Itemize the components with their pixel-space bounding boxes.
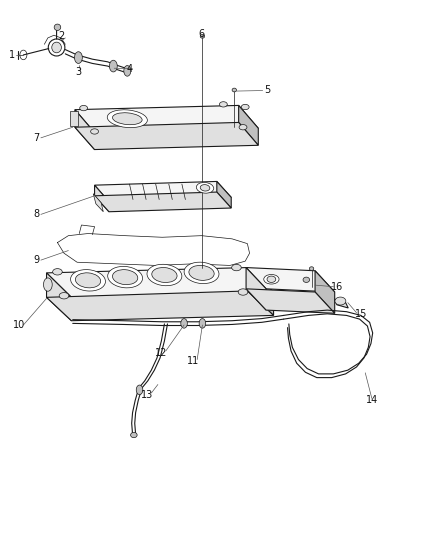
Text: 8: 8 [33,209,39,220]
Text: 11: 11 [187,356,199,366]
Ellipse shape [219,102,227,107]
Ellipse shape [189,265,214,280]
Polygon shape [217,181,231,208]
Polygon shape [95,181,231,201]
Text: 16: 16 [331,282,343,292]
Ellipse shape [309,266,314,270]
Polygon shape [247,268,274,316]
Polygon shape [95,192,231,212]
Text: 15: 15 [355,309,367,319]
Polygon shape [315,271,335,313]
Polygon shape [46,273,71,321]
Text: 5: 5 [264,85,270,95]
Ellipse shape [108,266,142,288]
Ellipse shape [200,35,205,38]
Ellipse shape [238,289,248,295]
Ellipse shape [136,385,143,394]
Polygon shape [75,123,258,150]
Ellipse shape [239,125,247,130]
Text: 4: 4 [127,64,133,74]
Ellipse shape [74,52,82,63]
Polygon shape [246,268,266,310]
Ellipse shape [52,42,61,53]
Polygon shape [95,185,109,212]
Text: 1: 1 [9,51,14,60]
Ellipse shape [264,274,279,284]
Ellipse shape [335,297,346,305]
Ellipse shape [303,277,310,282]
Polygon shape [246,289,335,313]
Polygon shape [75,110,95,150]
Ellipse shape [196,182,214,193]
Text: 14: 14 [366,395,378,406]
Ellipse shape [71,270,106,291]
Text: 6: 6 [198,29,205,39]
Ellipse shape [181,319,187,328]
Ellipse shape [184,262,219,284]
Ellipse shape [59,293,69,299]
Ellipse shape [80,106,88,111]
Polygon shape [335,300,348,308]
Polygon shape [46,291,274,321]
Ellipse shape [113,270,138,285]
Ellipse shape [131,432,137,438]
Ellipse shape [110,60,117,72]
Ellipse shape [107,110,147,127]
Text: 7: 7 [33,133,39,143]
Text: 3: 3 [75,68,81,77]
Text: 12: 12 [155,348,168,358]
Ellipse shape [232,88,237,92]
Ellipse shape [75,273,101,288]
Polygon shape [75,106,258,133]
Ellipse shape [200,184,210,191]
Ellipse shape [241,104,249,110]
Ellipse shape [147,264,182,286]
Polygon shape [70,111,78,126]
Polygon shape [46,268,274,297]
Ellipse shape [124,66,131,76]
Polygon shape [93,193,103,212]
Text: 13: 13 [141,390,153,400]
Text: 10: 10 [13,320,25,330]
Ellipse shape [54,24,61,30]
Ellipse shape [199,319,206,328]
Text: 2: 2 [59,31,65,42]
Ellipse shape [91,129,99,134]
Ellipse shape [43,278,52,291]
Polygon shape [246,268,335,292]
Ellipse shape [232,264,241,271]
Ellipse shape [152,268,177,282]
Ellipse shape [267,276,276,282]
Ellipse shape [53,269,62,275]
Text: 9: 9 [33,255,39,265]
Polygon shape [239,106,258,146]
Ellipse shape [113,113,142,125]
